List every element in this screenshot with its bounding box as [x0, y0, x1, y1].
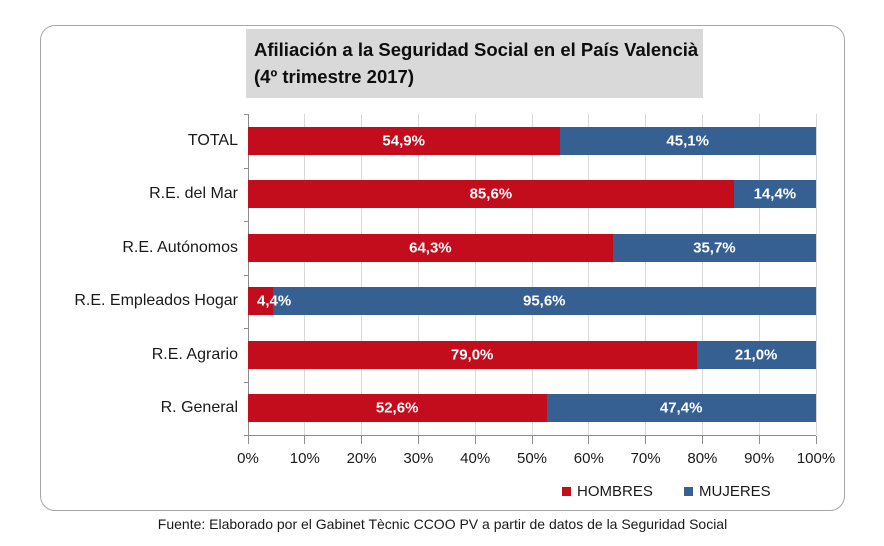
x-axis-label-70pct: 70%	[630, 450, 661, 467]
legend-label-mujeres: MUJERES	[699, 482, 771, 500]
bar-segment-mujeres-6	[546, 394, 816, 423]
legend-swatch-hombres	[562, 486, 571, 496]
category-label-6: R. General	[160, 399, 238, 417]
bar-row-1: 54,9% 45,1%	[248, 126, 816, 155]
bar-label-hombres-6: 52,6%	[375, 399, 419, 417]
bar-label-mujeres-4: 95,6%	[522, 292, 566, 310]
bar-segment-hombres-5	[248, 340, 697, 369]
category-label-4: R.E. Empleados Hogar	[74, 292, 238, 310]
y-axis-tick	[244, 381, 248, 383]
y-axis-line	[248, 114, 249, 435]
gridline-90	[758, 114, 760, 435]
gridline-100	[815, 114, 817, 435]
bar-label-hombres-2: 85,6%	[469, 185, 513, 203]
x-axis-label-20pct: 20%	[346, 450, 377, 467]
legend-item-hombres: HOMBRES	[562, 482, 653, 500]
legend-label-hombres: HOMBRES	[577, 482, 653, 500]
gridline-80	[701, 114, 703, 435]
x-axis-line	[248, 435, 816, 436]
y-axis-tick	[244, 221, 248, 222]
legend-item-mujeres: MUJERES	[684, 482, 771, 500]
chart-title: Afiliación a la Seguridad Social en el P…	[246, 29, 703, 98]
category-label-1: TOTAL	[187, 131, 238, 149]
plot-area: 54,9% 45,1% 85,6% 14,4% 64,3% 35,7% 4,4% 95,6% 7…	[244, 114, 817, 444]
y-axis-tick	[244, 435, 248, 436]
bar-label-hombres-5: 79,0%	[450, 346, 494, 364]
x-axis-label-40pct: 40%	[460, 450, 491, 467]
x-axis-tick	[304, 436, 306, 444]
bar-segment-hombres-1	[248, 126, 560, 155]
legend-swatch-mujeres	[684, 486, 693, 496]
bar-segment-hombres-4	[248, 287, 273, 316]
bar-label-hombres-1: 54,9%	[382, 132, 425, 150]
bar-row-5: 79,0% 21,0%	[248, 340, 816, 369]
bar-label-hombres-4: 4,4%	[257, 292, 292, 310]
bar-segment-hombres-3	[248, 233, 614, 262]
bar-segment-mujeres-2	[734, 180, 816, 209]
x-axis-tick	[815, 436, 817, 444]
bar-label-mujeres-2: 14,4%	[753, 185, 797, 203]
bar-row-3: 64,3% 35,7%	[248, 233, 816, 262]
chart-title-line2: (4º trimestre 2017)	[254, 65, 414, 87]
x-axis-tick	[247, 436, 249, 444]
x-axis-tick	[758, 436, 760, 444]
gridline-40	[474, 114, 476, 435]
x-axis-label-50pct: 50%	[516, 450, 548, 467]
x-axis-label-60pct: 60%	[573, 450, 604, 467]
category-label-3: R.E. Autónomos	[122, 238, 238, 256]
bar-label-mujeres-5: 21,0%	[734, 346, 778, 364]
y-axis-tick	[244, 114, 248, 115]
x-axis-label-90pct: 90%	[744, 450, 775, 467]
y-axis-tick	[244, 167, 248, 169]
bar-label-mujeres-1: 45,1%	[666, 132, 709, 150]
bar-segment-hombres-2	[248, 180, 735, 209]
gridline-10	[304, 114, 306, 435]
gridline-30	[417, 114, 419, 435]
x-axis-tick	[645, 436, 647, 444]
bar-row-6: 52,6% 47,4%	[248, 394, 816, 423]
gridline-70	[645, 114, 647, 435]
category-label-5: R.E. Agrario	[151, 345, 238, 363]
x-axis-label-80pct: 80%	[687, 450, 718, 467]
bar-label-mujeres-6: 47,4%	[659, 399, 703, 417]
bar-row-2: 85,6% 14,4%	[248, 180, 816, 209]
bar-segment-hombres-6	[248, 394, 547, 423]
x-axis-label-10pct: 10%	[289, 450, 320, 467]
x-axis-label-0pct: 0%	[237, 450, 259, 467]
bar-segment-mujeres-3	[613, 233, 816, 262]
bar-row-4: 4,4% 95,6%	[248, 287, 816, 316]
gridline-20	[361, 114, 363, 435]
x-axis-tick	[474, 436, 476, 444]
bar-segment-mujeres-4	[272, 287, 816, 316]
y-axis-tick	[244, 274, 248, 276]
gridline-50	[531, 114, 533, 435]
x-axis-tick	[531, 436, 533, 444]
y-axis-tick	[244, 328, 248, 329]
x-axis-tick	[588, 436, 590, 444]
source-note: Fuente: Elaborado por el Gabinet Tècnic …	[157, 516, 728, 532]
bar-segment-mujeres-1	[559, 126, 816, 155]
chart-frame: Afiliación a la Seguridad Social en el P…	[40, 25, 845, 511]
gridline-60	[588, 114, 590, 435]
x-axis-tick	[361, 436, 363, 444]
bar-label-mujeres-3: 35,7%	[693, 239, 736, 257]
bar-label-hombres-3: 64,3%	[409, 239, 452, 257]
x-axis-tick	[417, 436, 419, 444]
x-axis-tick	[701, 436, 703, 444]
x-axis-label-100pct: 100%	[796, 450, 836, 467]
category-label-2: R.E. del Mar	[149, 185, 238, 203]
bar-segment-mujeres-5	[696, 340, 816, 369]
chart-title-line1: Afiliación a la Seguridad Social en el P…	[254, 39, 699, 60]
x-axis-label-30pct: 30%	[403, 450, 434, 467]
